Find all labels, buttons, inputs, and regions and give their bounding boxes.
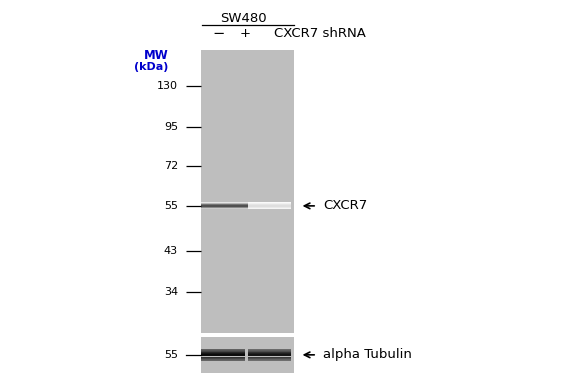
Bar	[201, 351, 244, 352]
Text: alpha Tubulin: alpha Tubulin	[323, 349, 411, 361]
Bar	[201, 358, 244, 359]
Bar	[247, 357, 291, 358]
Bar	[247, 358, 291, 359]
Bar	[247, 350, 291, 351]
Bar	[247, 355, 291, 356]
Text: (kDa): (kDa)	[134, 62, 168, 72]
Bar	[247, 360, 291, 361]
Bar	[201, 352, 244, 353]
Bar	[201, 360, 244, 361]
Bar	[247, 352, 291, 353]
Text: 130: 130	[157, 81, 178, 91]
Bar	[201, 350, 244, 351]
Bar	[201, 353, 244, 354]
Text: 55: 55	[164, 350, 178, 360]
Text: MW: MW	[144, 49, 169, 62]
Bar	[247, 359, 291, 360]
Text: CXCR7 shRNA: CXCR7 shRNA	[274, 27, 365, 40]
Bar	[201, 359, 244, 360]
Bar	[247, 354, 291, 355]
Bar	[201, 356, 244, 357]
Bar	[201, 357, 244, 358]
Bar	[201, 355, 244, 356]
Bar	[201, 354, 244, 355]
Text: +: +	[239, 27, 250, 40]
Text: 55: 55	[164, 201, 178, 211]
Bar	[247, 356, 291, 357]
Text: CXCR7: CXCR7	[323, 199, 367, 212]
Text: 43: 43	[164, 246, 178, 256]
Text: 72: 72	[164, 161, 178, 172]
Bar	[247, 351, 291, 352]
Bar	[201, 337, 294, 373]
Text: SW480: SW480	[220, 12, 267, 25]
Text: 95: 95	[164, 122, 178, 132]
Bar	[201, 50, 294, 333]
Text: 34: 34	[164, 287, 178, 297]
Bar	[247, 353, 291, 354]
Text: −: −	[212, 26, 225, 41]
